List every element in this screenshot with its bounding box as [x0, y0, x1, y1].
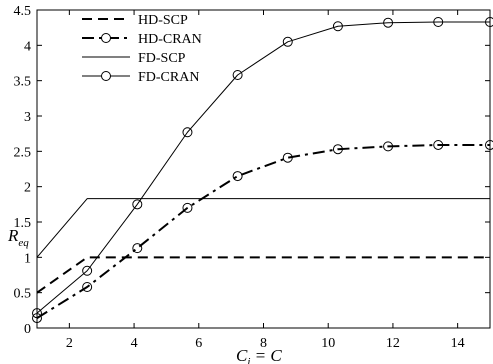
data-point — [433, 139, 444, 150]
data-point — [32, 308, 42, 319]
x-tick-label: 10 — [321, 336, 335, 351]
legend-item: FD-SCP — [82, 51, 186, 66]
y-tick-label: 1 — [24, 251, 31, 266]
data-point — [332, 21, 343, 32]
data-point — [32, 313, 42, 324]
series-line — [36, 21, 490, 314]
y-axis-label-main: R — [7, 226, 19, 245]
y-tick-label: 4.5 — [14, 4, 32, 19]
y-tick-label: 1.5 — [14, 216, 32, 231]
legend-item: HD-CRAN — [82, 32, 202, 47]
x-tick-label: 12 — [386, 336, 400, 351]
x-axis-label-eq: = C — [250, 346, 282, 364]
series-fd-scp — [36, 198, 490, 258]
data-point — [132, 243, 143, 254]
series-fd-cran — [32, 17, 493, 319]
legend-label: FD-CRAN — [138, 70, 199, 85]
axis-ticks: 0 0.5 1 1.5 2 2.5 3 3.5 4 4.5 2 4 6 8 10 12 14 — [14, 4, 490, 351]
data-point — [485, 139, 493, 150]
data-point — [132, 199, 143, 210]
data-point — [383, 17, 394, 28]
series-line — [36, 256, 490, 294]
data-point — [282, 36, 293, 47]
y-tick-label: 2.5 — [14, 145, 32, 160]
data-point — [182, 202, 193, 213]
data-point — [232, 70, 243, 81]
series-hd-scp — [36, 256, 490, 294]
legend: HD-SCP HD-CRAN FD-SCP FD-CRAN — [82, 13, 202, 85]
data-point — [82, 282, 93, 293]
legend-item: FD-CRAN — [82, 70, 199, 85]
data-point — [82, 265, 93, 276]
legend-label: FD-SCP — [138, 51, 186, 66]
data-point — [232, 171, 243, 182]
data-point — [433, 17, 444, 28]
y-tick-label: 2 — [24, 181, 31, 196]
x-tick-label: 4 — [131, 336, 138, 351]
legend-label: HD-SCP — [138, 13, 188, 28]
x-tick-label: 8 — [260, 336, 267, 351]
legend-marker — [101, 71, 111, 81]
legend-marker — [101, 33, 111, 43]
x-tick-label: 6 — [195, 336, 202, 351]
series-hd-cran — [32, 139, 493, 324]
series-line — [36, 143, 490, 319]
legend-label: HD-CRAN — [138, 32, 202, 47]
x-axis-label: Ci = C — [236, 346, 282, 364]
y-tick-label: 0 — [24, 322, 31, 337]
x-axis-label-main: C — [236, 346, 248, 364]
y-tick-label: 0.5 — [14, 287, 32, 302]
data-point — [485, 17, 493, 28]
series-line — [36, 198, 490, 258]
y-axis-label-sub: eq — [18, 237, 29, 249]
y-axis-label: Req — [7, 226, 29, 249]
legend-item: HD-SCP — [82, 13, 188, 28]
data-point — [182, 127, 193, 138]
data-point — [282, 152, 293, 163]
data-point — [383, 141, 394, 152]
data-point — [332, 144, 343, 155]
y-tick-label: 4 — [24, 39, 31, 54]
y-tick-label: 3.5 — [14, 75, 32, 90]
x-axis-label-sub: i — [247, 356, 250, 364]
x-tick-label: 14 — [451, 336, 465, 351]
series-layer — [32, 17, 493, 324]
y-tick-label: 3 — [24, 110, 31, 125]
x-tick-label: 2 — [66, 336, 73, 351]
